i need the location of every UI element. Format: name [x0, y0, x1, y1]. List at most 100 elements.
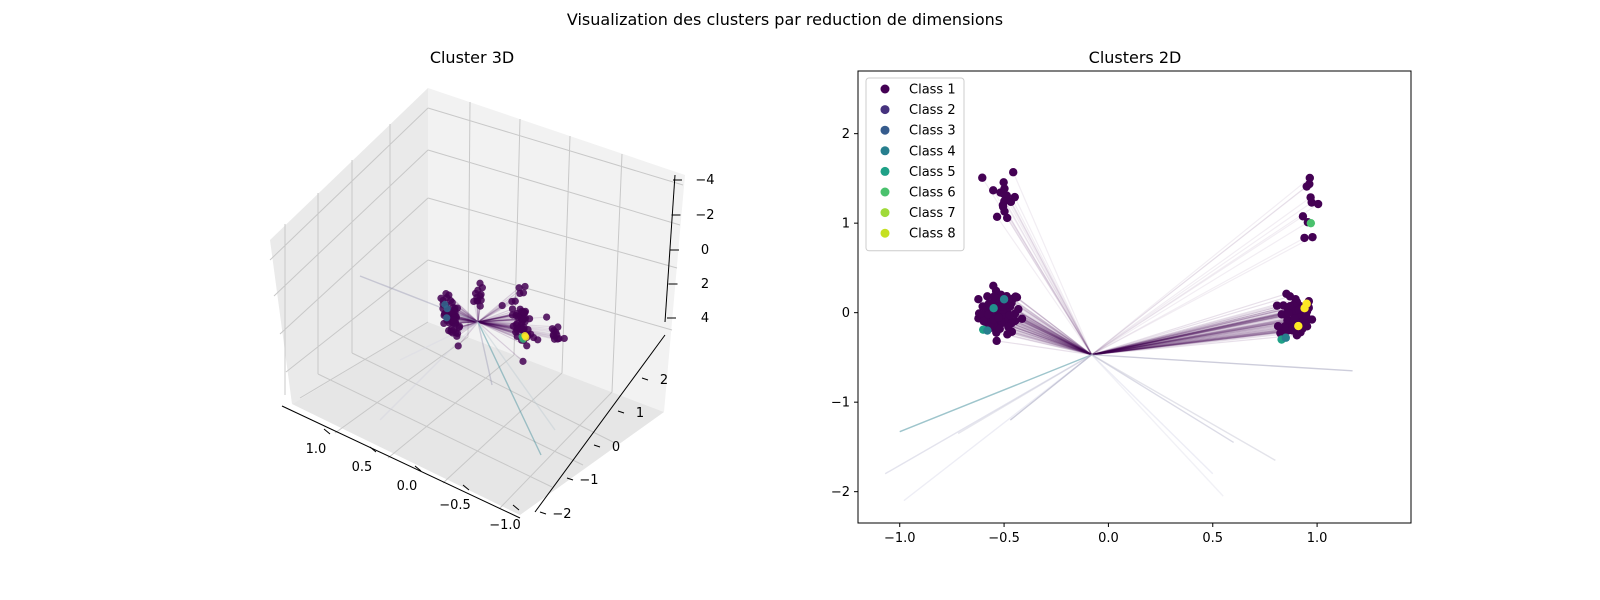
grid-line — [334, 336, 469, 434]
data-point — [1282, 289, 1291, 298]
connector-line — [1091, 326, 1285, 356]
connector-line — [1091, 306, 1303, 356]
legend: Class 1 Class 2 Class 3 Class 4 Class 5 Class… — [865, 77, 965, 252]
y-tick-label: 1 — [842, 217, 850, 232]
connector-line — [477, 316, 547, 323]
data-point — [995, 324, 1004, 334]
data-point — [443, 314, 451, 322]
connector-line — [1091, 298, 1296, 356]
connector-line — [477, 317, 522, 323]
y-tick-label-3d: −1 — [579, 473, 598, 488]
connector-line — [457, 321, 479, 335]
connector-line — [1091, 322, 1306, 356]
connector-line — [1011, 322, 1092, 356]
connector-line — [1091, 307, 1309, 356]
data-point — [508, 305, 517, 313]
connector-line — [1014, 296, 1093, 356]
x-tick-label: −1.0 — [884, 531, 916, 546]
grid-line — [427, 107, 684, 186]
chart-2d-title: Clusters 2D — [1089, 48, 1182, 67]
data-point — [1300, 233, 1309, 243]
data-point — [1306, 218, 1316, 228]
connector-line — [477, 321, 524, 362]
legend-label: Class 2 — [909, 103, 956, 118]
legend-label: Class 5 — [909, 165, 956, 180]
data-point — [1301, 310, 1311, 320]
connector-line — [1008, 326, 1092, 356]
connector-line — [477, 308, 513, 323]
data-point — [1305, 173, 1314, 183]
chart-3d: Cluster 3D 1.0 0.5 0.0 −0.5 −1.0 −2 −1 0 1 2 −4 −2 0… — [269, 48, 715, 533]
data-point — [543, 313, 551, 321]
connector-line — [1091, 183, 1310, 356]
connector-line — [1091, 317, 1296, 356]
data-point — [523, 342, 531, 350]
connector-line — [1091, 308, 1299, 356]
data-point — [520, 323, 528, 332]
connector-line — [477, 300, 513, 323]
data-point — [1290, 314, 1299, 323]
connector-line — [1091, 329, 1289, 356]
legend-marker — [880, 166, 890, 176]
y-tick-label: −1 — [831, 396, 850, 411]
y-tick-label-3d: −2 — [552, 507, 571, 522]
connector-line — [1091, 236, 1313, 356]
grid-line — [273, 149, 429, 297]
grid-line — [442, 372, 563, 484]
connector-line — [1001, 322, 1092, 356]
connector-line — [1091, 306, 1309, 356]
x-tick-label-3d: 0.5 — [352, 460, 373, 475]
connector-line — [1091, 329, 1300, 356]
connector-line — [1003, 316, 1092, 356]
legend-marker — [880, 84, 890, 94]
connector-line — [1000, 294, 1093, 356]
data-point — [1281, 333, 1290, 342]
data-point — [978, 173, 987, 182]
connector-line — [1091, 314, 1299, 356]
data-point — [1009, 168, 1018, 177]
connector-line — [1091, 305, 1295, 356]
connector-line — [1091, 317, 1302, 356]
grid-line — [427, 259, 673, 331]
data-point — [989, 186, 998, 195]
y-tick-mark-3d — [641, 377, 649, 381]
outlier-line — [399, 321, 479, 361]
data-point — [1272, 301, 1282, 310]
y-tick-label-3d: 0 — [612, 440, 620, 455]
connector-line — [477, 321, 517, 326]
connector-line — [1091, 325, 1279, 356]
data-point — [1014, 305, 1023, 314]
connector-line — [477, 321, 514, 327]
connector-line — [1091, 177, 1311, 356]
data-point — [1002, 213, 1012, 223]
grid-line — [611, 153, 623, 393]
outlier-line — [1091, 354, 1276, 461]
data-point — [1017, 314, 1027, 323]
y-tick-label: −2 — [831, 485, 850, 500]
connector-line — [1014, 320, 1092, 356]
y-tick-label-3d: 2 — [660, 373, 668, 388]
connector-line — [1015, 296, 1093, 356]
data-point — [549, 331, 557, 339]
connector-line — [1091, 320, 1290, 356]
data-point — [1302, 299, 1311, 308]
connector-line — [1002, 204, 1093, 356]
connector-line — [1091, 313, 1285, 356]
connector-line — [1091, 306, 1296, 356]
outlier-line — [477, 321, 542, 456]
x-tick-label: 0.0 — [1098, 531, 1119, 546]
data-point — [446, 297, 455, 305]
data-point — [441, 300, 449, 309]
x-tick-label: 0.5 — [1202, 531, 1223, 546]
connector-line — [1018, 308, 1093, 356]
connector-line — [1091, 328, 1298, 356]
grid-line — [269, 107, 429, 261]
connector-line — [1091, 318, 1300, 356]
data-point — [983, 310, 993, 319]
connector-line — [1091, 319, 1307, 356]
connector-line — [1091, 328, 1303, 356]
figure-suptitle: Visualization des clusters par reduction… — [567, 10, 1003, 29]
connector-line — [1091, 326, 1300, 356]
connector-line — [1091, 311, 1293, 356]
